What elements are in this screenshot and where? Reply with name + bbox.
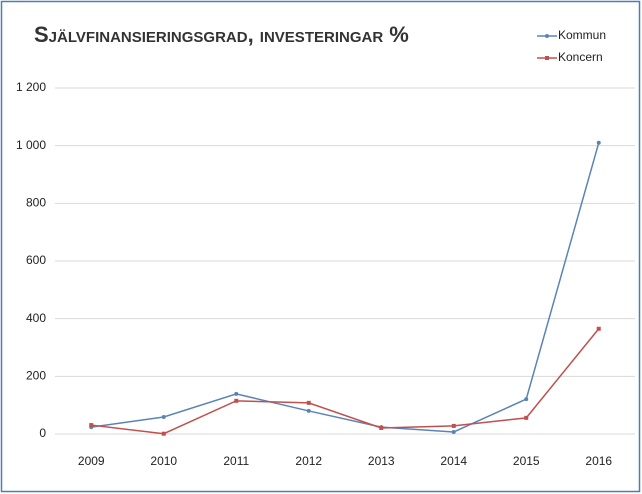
x-tick-label: 2015	[513, 454, 540, 468]
data-point	[596, 326, 601, 331]
data-point	[89, 423, 94, 428]
chart-title: Självfinansieringsgrad, investeringar %	[34, 22, 409, 47]
y-tick-label: 0	[39, 426, 46, 440]
legend-label: Kommun	[558, 28, 606, 42]
data-point	[306, 408, 311, 413]
series-line	[91, 328, 600, 435]
data-point	[234, 391, 239, 396]
data-point	[451, 429, 456, 434]
x-tick-label: 2014	[440, 454, 467, 468]
y-tick-label: 400	[26, 311, 46, 325]
x-tick-label: 2013	[368, 454, 395, 468]
data-point	[451, 423, 456, 428]
y-tick-label: 600	[26, 253, 46, 267]
legend-marker	[545, 56, 549, 60]
x-tick-label: 2012	[295, 454, 322, 468]
y-tick-label: 1 200	[16, 80, 46, 94]
data-point	[306, 400, 311, 405]
y-tick-label: 200	[26, 369, 46, 383]
x-tick-label: 2009	[78, 454, 105, 468]
data-point	[596, 140, 601, 145]
series-line	[91, 142, 600, 433]
data-point	[161, 431, 166, 436]
y-tick-label: 800	[26, 196, 46, 210]
x-tick-label: 2016	[585, 454, 612, 468]
data-point	[379, 425, 384, 430]
x-tick-label: 2010	[150, 454, 177, 468]
data-point	[524, 397, 529, 402]
data-point	[524, 415, 529, 420]
x-tick-label: 2011	[223, 454, 249, 468]
data-point	[234, 398, 239, 403]
legend-label: Koncern	[558, 50, 603, 64]
data-point	[161, 414, 166, 419]
legend-marker	[545, 34, 549, 38]
y-tick-label: 1 000	[16, 138, 46, 152]
